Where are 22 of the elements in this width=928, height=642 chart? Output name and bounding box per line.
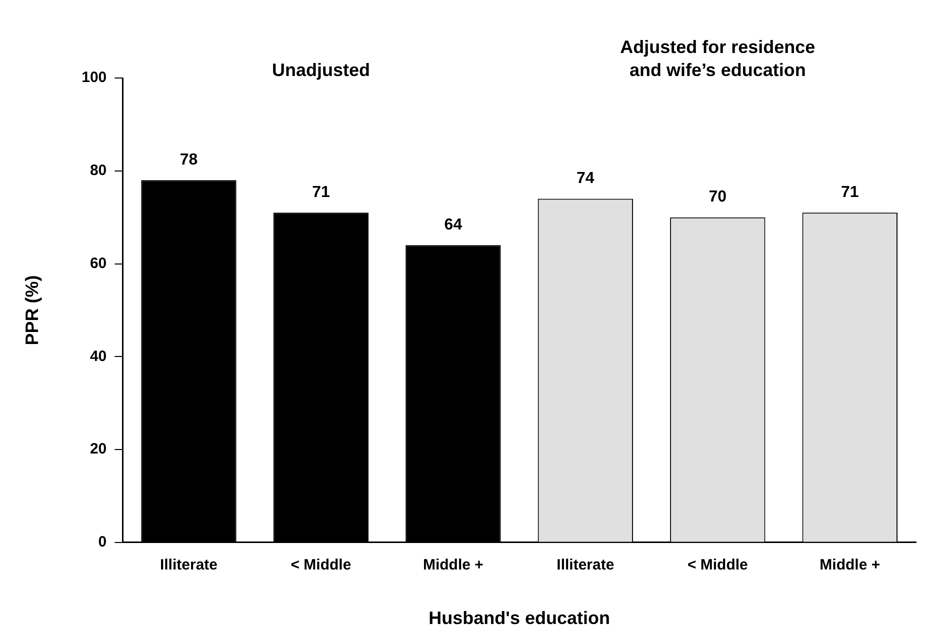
data-label: 64 [444, 216, 462, 234]
x-tick-label: Middle + [422, 556, 484, 574]
x-tick-label: Illiterate [556, 556, 614, 574]
x-axis-title: Husband's education [428, 608, 610, 628]
data-label: 78 [180, 152, 198, 169]
y-tick-label: 20 [90, 440, 107, 458]
y-tick-label: 100 [82, 69, 107, 86]
y-axis-title: PPR (%) [22, 275, 42, 346]
x-tick-label: < Middle [290, 556, 352, 574]
data-label: 70 [708, 188, 727, 206]
annotation: Unadjusted [272, 60, 370, 80]
annotation: Adjusted for residence and wife’s education [620, 36, 816, 80]
data-label: 74 [576, 170, 594, 188]
y-tick-label: 80 [90, 162, 107, 180]
x-tick-label: Illiterate [160, 556, 218, 574]
data-label: 71 [840, 184, 859, 202]
x-tick-label: < Middle [687, 556, 748, 574]
y-tick-label: 60 [90, 254, 107, 272]
y-tick-label: 0 [98, 534, 107, 551]
y-tick-label: 40 [90, 348, 107, 365]
x-tick-label: Middle + [820, 556, 880, 574]
data-label: 71 [312, 184, 330, 202]
